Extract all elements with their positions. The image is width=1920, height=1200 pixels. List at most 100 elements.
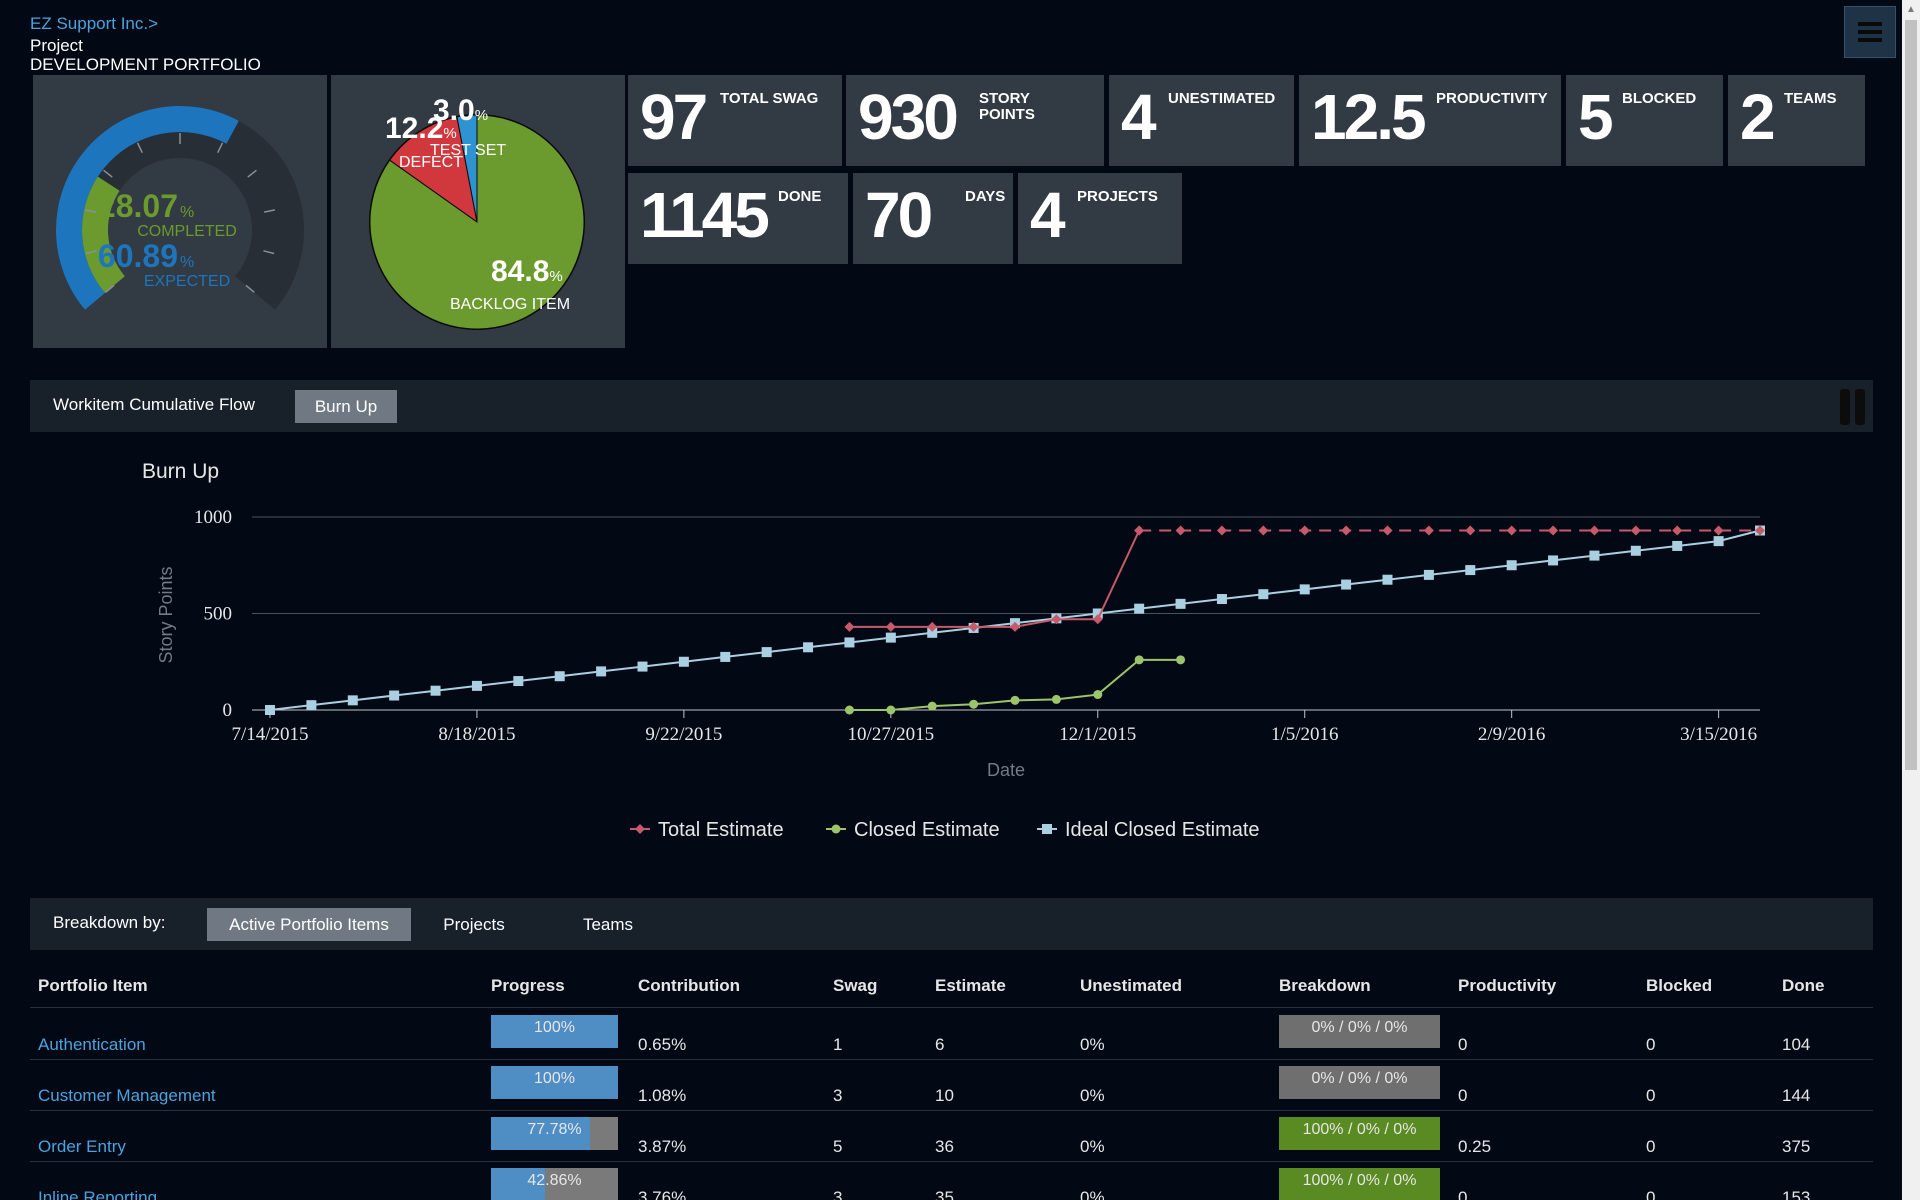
stat-total-swag-label: TOTAL SWAG <box>720 90 819 107</box>
data-point <box>1506 525 1517 536</box>
data-point <box>1465 565 1476 576</box>
col-productivity[interactable]: Productivity <box>1458 976 1557 995</box>
scrollbar-thumb[interactable] <box>1905 20 1917 770</box>
progress-bar-fill <box>491 1015 618 1048</box>
stat-teams: 2 TEAMS <box>1728 75 1865 166</box>
productivity-value: 0.25 <box>1458 1137 1492 1156</box>
gauge-tick <box>263 250 275 255</box>
stat-done: 1145 DONE <box>628 173 848 264</box>
legend-item-ideal-closed-estimate[interactable]: Ideal Closed Estimate <box>1037 819 1260 841</box>
col-unestimated[interactable]: Unestimated <box>1080 976 1183 995</box>
swag-value: 3 <box>833 1188 843 1200</box>
scrollbar[interactable]: ▲ <box>1902 0 1920 1200</box>
x-tick-label: 8/18/2015 <box>438 724 515 745</box>
progress-value: 42.86% <box>527 1172 582 1189</box>
gauge-tick <box>245 284 255 293</box>
pie-label-backlog: BACKLOG ITEM <box>450 296 570 313</box>
blocked-value: 0 <box>1646 1086 1656 1105</box>
col-swag[interactable]: Swag <box>833 976 878 995</box>
gauge-tick <box>247 169 257 178</box>
pie-slice-defect[interactable] <box>388 116 478 224</box>
data-point <box>720 651 731 662</box>
legend-label: Ideal Closed Estimate <box>1065 819 1260 841</box>
legend-marker <box>635 824 645 834</box>
progress-value: 100% <box>534 1070 575 1087</box>
scroll-up-arrow-icon[interactable]: ▲ <box>1906 3 1916 15</box>
gauge-tick <box>263 209 276 213</box>
col-portfolio-item[interactable]: Portfolio Item <box>38 976 148 995</box>
done-value: 144 <box>1782 1086 1811 1105</box>
pie-label-backlog-value: 84.8% <box>491 255 563 288</box>
gauge-tick <box>136 142 143 154</box>
stat-projects-label: PROJECTS <box>1077 188 1158 205</box>
progress-value: 100% <box>534 1019 575 1036</box>
data-point <box>1548 525 1559 536</box>
data-point <box>844 637 855 648</box>
breadcrumb-link[interactable]: EZ Support Inc. <box>30 14 149 33</box>
col-done[interactable]: Done <box>1782 976 1825 995</box>
stat-days: 70 DAYS <box>853 173 1013 264</box>
workitem-type-pie: 84.8% BACKLOG ITEM 12.2% DEFECT 3.0% TES… <box>369 94 585 330</box>
table-row[interactable]: Authentication 100% 0.65% 1 6 0% 0% / 0% / 0% 0… <box>30 1009 1873 1060</box>
col-breakdown[interactable]: Breakdown <box>1279 976 1371 995</box>
legend-item-closed-estimate[interactable]: Closed Estimate <box>826 819 1000 841</box>
table-header: Portfolio Item Progress Contribution Swa… <box>30 970 1873 1008</box>
portfolio-item-link[interactable]: Customer Management <box>38 1086 216 1105</box>
data-point <box>1382 574 1393 585</box>
stat-story-points-value: 930 <box>858 81 959 153</box>
pause-icon[interactable] <box>1840 389 1866 425</box>
col-contribution[interactable]: Contribution <box>638 976 740 995</box>
productivity-value: 0 <box>1458 1035 1468 1054</box>
tab-projects[interactable]: Projects <box>443 914 505 934</box>
data-point <box>927 621 938 632</box>
portfolio-item-link[interactable]: Inline Reporting <box>38 1188 158 1200</box>
gauge-expected-arc <box>56 106 239 310</box>
table-row[interactable]: Customer Management 100% 1.08% 3 10 0% 0% / 0%… <box>30 1060 1873 1111</box>
data-point <box>678 656 689 667</box>
legend-label: Closed Estimate <box>854 819 1000 841</box>
legend-item-total-estimate[interactable]: Total Estimate <box>630 819 784 841</box>
data-point <box>1175 525 1186 536</box>
col-estimate[interactable]: Estimate <box>935 976 1006 995</box>
stat-blocked: 5 BLOCKED <box>1566 75 1723 166</box>
x-tick-label: 12/1/2015 <box>1059 724 1136 745</box>
progress-bar: 100% <box>491 1015 618 1048</box>
stat-teams-value: 2 <box>1740 81 1776 153</box>
data-point <box>1630 525 1641 536</box>
stat-days-value: 70 <box>865 179 933 251</box>
tab-active-portfolio-items[interactable]: Active Portfolio Items <box>207 908 411 941</box>
portfolio-item-link[interactable]: Authentication <box>38 1035 146 1054</box>
pie-slice-backlog-item[interactable] <box>369 114 585 330</box>
col-blocked[interactable]: Blocked <box>1646 976 1713 995</box>
data-point <box>554 671 565 682</box>
menu-button[interactable] <box>1844 6 1896 58</box>
data-point <box>1175 598 1186 609</box>
stat-teams-label: TEAMS <box>1784 90 1837 107</box>
progress-value: 77.78% <box>527 1121 582 1138</box>
gauge-completed-value: 28.07 <box>98 188 178 224</box>
stat-done-value: 1145 <box>640 179 770 251</box>
progress-bar-fill <box>491 1168 546 1200</box>
tab-teams[interactable]: Teams <box>582 914 634 934</box>
pie-label-testset-value: 3.0% <box>433 94 488 127</box>
tab-workitem-cumulative-flow[interactable]: Workitem Cumulative Flow <box>53 395 255 414</box>
tab-burn-up[interactable]: Burn Up <box>295 390 397 423</box>
done-value: 153 <box>1782 1188 1811 1200</box>
x-tick-label: 2/9/2016 <box>1478 724 1546 745</box>
data-point <box>844 705 854 715</box>
data-point <box>927 701 937 711</box>
portfolio-item-link[interactable]: Order Entry <box>38 1137 126 1156</box>
pie-label-testset: TEST SET <box>430 142 506 159</box>
series-ideal-closed-estimate <box>265 525 1765 715</box>
x-tick-label: 7/14/2015 <box>231 724 308 745</box>
table-row[interactable]: Inline Reporting 42.86% 3.76% 3 35 0% 100% / 0… <box>30 1162 1873 1200</box>
progress-bar-fill <box>491 1117 590 1150</box>
contribution-value: 1.08% <box>638 1086 687 1105</box>
unestimated-value: 0% <box>1080 1086 1105 1105</box>
series-total-estimate-projected <box>1134 525 1765 536</box>
data-point <box>1299 584 1310 595</box>
blocked-value: 0 <box>1646 1188 1656 1200</box>
col-progress[interactable]: Progress <box>491 976 565 995</box>
chart-title: Burn Up <box>142 460 219 483</box>
table-row[interactable]: Order Entry 77.78% 3.87% 5 36 0% 100% / 0% / 0… <box>30 1111 1873 1162</box>
